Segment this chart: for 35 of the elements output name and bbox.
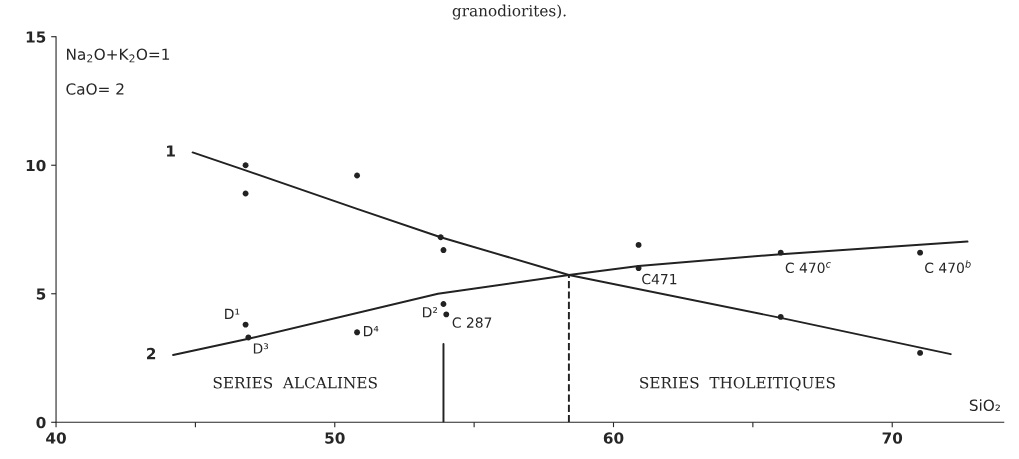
x-axis-title: SiO₂	[969, 399, 1000, 411]
annotation: D²	[423, 307, 438, 318]
chart-title: granodiorites).	[452, 4, 566, 20]
annotation: Na$_{2}$O+K$_{2}$O=1	[67, 48, 170, 63]
point	[354, 172, 361, 179]
series-label: 1	[167, 145, 175, 157]
annotation: C471	[642, 273, 677, 285]
y-tick-label: 5	[36, 288, 46, 300]
x-tick-label: 60	[603, 432, 624, 444]
point	[242, 162, 249, 169]
x-tick-label: 70	[882, 432, 903, 444]
point	[242, 321, 249, 328]
y-tick-label: 10	[26, 159, 46, 172]
point	[635, 241, 642, 248]
point	[443, 311, 450, 318]
point	[242, 190, 249, 197]
annotation: D³	[253, 343, 269, 354]
annotation: D¹	[225, 308, 240, 319]
annotation: D⁴	[363, 325, 379, 337]
annotation: C 470$^{b}$	[925, 260, 971, 274]
x-tick-label: 50	[325, 432, 345, 444]
point	[440, 247, 447, 254]
annotation: C 287	[452, 317, 492, 328]
point	[440, 301, 447, 307]
point	[917, 249, 924, 256]
annotation: SERIES THOLEITIQUES	[640, 376, 835, 391]
y-tick-label: 15	[26, 31, 46, 43]
y-tick-label: 0	[36, 416, 46, 429]
annotation: SERIES ALCALINES	[213, 376, 377, 389]
point	[354, 329, 361, 336]
point	[917, 349, 924, 356]
x-tick-label: 40	[46, 432, 66, 444]
series-label: 2	[147, 347, 156, 360]
annotation: C 470$^{c}$	[785, 262, 831, 274]
annotation: CaO= 2	[66, 83, 124, 95]
